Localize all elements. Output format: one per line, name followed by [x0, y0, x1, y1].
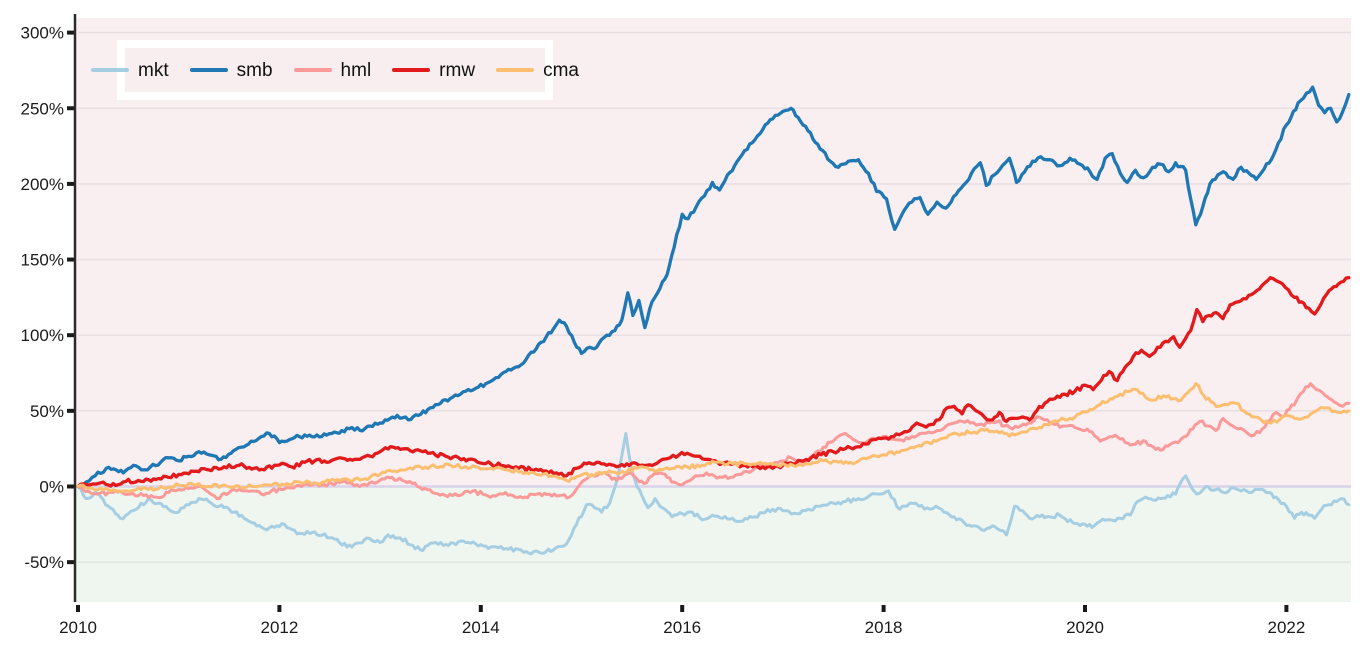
legend-item-mkt[interactable]: mkt — [91, 61, 169, 80]
legend-swatch-mkt — [91, 68, 130, 72]
series-line-hml — [76, 382, 1351, 501]
series-line-mkt — [76, 432, 1351, 556]
plot-background-negative — [76, 486, 1351, 602]
x-tick-label: 2012 — [260, 618, 298, 637]
series-line-rmw — [76, 276, 1351, 489]
x-axis-tick — [277, 605, 282, 612]
legend-swatch-rmw — [392, 68, 431, 72]
series-line-smb — [76, 85, 1351, 489]
x-axis-tick — [1083, 605, 1087, 612]
legend-swatch-hml — [293, 68, 332, 72]
y-tick-label: -50% — [24, 553, 64, 572]
legend-inner: mkt smb hml rmw cma — [91, 48, 579, 92]
x-axis-tick — [1284, 605, 1289, 612]
y-axis-tick — [67, 484, 75, 489]
legend-label: hml — [340, 59, 372, 81]
legend-item-smb[interactable]: smb — [189, 59, 273, 81]
x-tick-label: 2010 — [59, 618, 97, 637]
y-axis-tick — [67, 333, 75, 338]
y-axis-tick — [67, 106, 75, 111]
y-axis-tick — [67, 408, 75, 413]
x-tick-label: 2014 — [462, 618, 500, 637]
x-axis-tick — [76, 605, 80, 612]
x-axis-tick — [478, 605, 483, 612]
y-axis-tick — [67, 560, 75, 565]
y-tick-label: 300% — [21, 24, 64, 43]
x-axis-tick — [881, 605, 886, 612]
y-axis-tick — [67, 30, 75, 35]
x-tick-label: 2016 — [663, 618, 701, 637]
legend-swatch-smb — [189, 68, 228, 72]
legend: mkt smb hml rmw cma — [91, 40, 579, 100]
x-tick-label: 2020 — [1066, 618, 1104, 637]
y-tick-label: 200% — [21, 175, 64, 194]
y-tick-label: 150% — [21, 251, 64, 270]
legend-item-hml[interactable]: hml — [293, 59, 372, 81]
x-tick-label: 2018 — [865, 618, 903, 637]
legend-label: smb — [236, 59, 273, 81]
series-line-cma — [76, 382, 1351, 493]
legend-label: mkt — [138, 59, 169, 81]
x-tick-label: 2022 — [1267, 618, 1305, 637]
y-tick-label: 50% — [30, 402, 64, 421]
y-tick-label: 100% — [21, 326, 64, 345]
legend-swatch-cma — [496, 68, 535, 72]
legend-label: rmw — [439, 59, 476, 81]
legend-label: cma — [543, 59, 579, 81]
y-tick-label: 250% — [21, 99, 64, 118]
y-axis-tick — [67, 257, 75, 262]
legend-item-rmw[interactable]: rmw — [392, 61, 475, 80]
legend-item-cma[interactable]: cma — [496, 61, 579, 80]
y-axis-tick — [67, 181, 75, 186]
x-axis-tick — [680, 605, 685, 612]
y-tick-label: 0% — [39, 478, 64, 497]
